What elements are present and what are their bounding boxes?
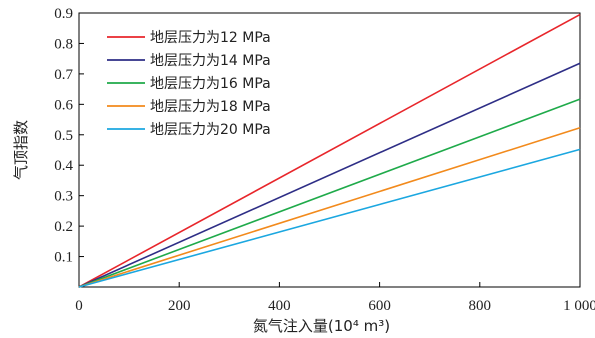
y-tick-label: 0.7: [54, 67, 73, 83]
y-axis-title: 气顶指数: [12, 120, 30, 180]
y-tick-label: 0.9: [54, 6, 73, 22]
legend-label-2: 地层压力为14 MPa: [150, 53, 271, 69]
y-tick-label: 0.4: [54, 158, 73, 174]
y-tick-label: 0.1: [54, 250, 73, 266]
series-line-5: [78, 148, 581, 288]
x-tick-label: 800: [469, 298, 492, 314]
series-line-1: [78, 13, 581, 288]
y-tick-label: 0.2: [54, 219, 73, 235]
legend-label-4: 地层压力为18 MPa: [150, 99, 271, 115]
series-line-3: [78, 98, 581, 288]
y-tick-label: 0.3: [54, 189, 73, 205]
y-tick-label: 0.8: [54, 36, 73, 52]
y-axis: 0.1 0.2 0.3 0.4 0.5 0.6 0.7 0.8 0.9: [54, 6, 84, 266]
x-tick-label: 600: [368, 298, 391, 314]
x-axis: 0 200 400 600 800 1 000: [75, 282, 595, 314]
x-tick-label: 400: [268, 298, 291, 314]
x-tick-label: 1 000: [563, 298, 595, 314]
legend-label-1: 地层压力为12 MPa: [150, 30, 271, 46]
legend: 地层压力为12 MPa 地层压力为14 MPa 地层压力为16 MPa 地层压力为18…: [107, 30, 271, 138]
y-tick-label: 0.5: [54, 128, 73, 144]
y-tick-label: 0.6: [54, 97, 73, 113]
legend-label-3: 地层压力为16 MPa: [150, 76, 271, 92]
x-tick-label: 200: [168, 298, 191, 314]
series-line-2: [78, 62, 581, 288]
series-lines: [78, 13, 581, 288]
x-tick-label: 0: [75, 298, 83, 314]
legend-label-5: 地层压力为20 MPa: [150, 122, 271, 138]
x-axis-title: 氮气注入量(10⁴ m³): [253, 317, 390, 335]
series-line-4: [78, 127, 581, 288]
